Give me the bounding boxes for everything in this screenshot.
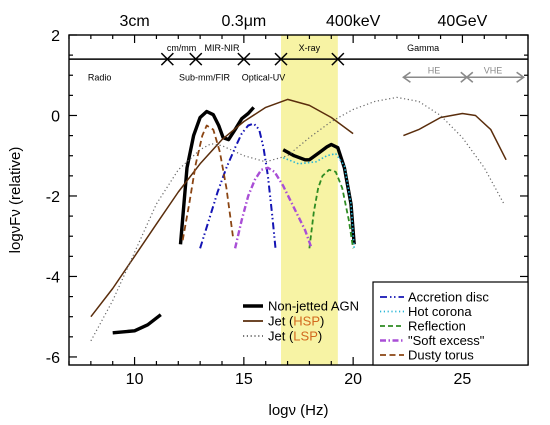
series-line-non-jetted-agn bbox=[178, 106, 255, 245]
svg-text:Dusty torus: Dusty torus bbox=[408, 348, 474, 363]
svg-text:Accretion disc: Accretion disc bbox=[408, 290, 489, 305]
legend-entry-dusty-torus: Dusty torus bbox=[380, 348, 474, 363]
top-axis-label-3cm: 3cm bbox=[119, 13, 149, 30]
series-line-reflection bbox=[308, 168, 354, 249]
x-tick-label: 15 bbox=[235, 371, 253, 388]
band-divider bbox=[274, 52, 288, 66]
legend-entry-soft-excess: "Soft excess" bbox=[380, 333, 485, 348]
y-tick-label: -4 bbox=[46, 269, 60, 286]
series-line-dusty-torus bbox=[181, 124, 234, 241]
y-axis-title: logνFν (relative) bbox=[7, 147, 24, 254]
series-layer bbox=[90, 96, 507, 342]
x-axis-title: logν (Hz) bbox=[268, 402, 328, 419]
band-label-sub-mm-fir: Sub-mm/FIR bbox=[179, 72, 231, 82]
x-tick-label: 10 bbox=[126, 371, 144, 388]
legend-entry-jet-hsp: Jet (HSP) bbox=[243, 314, 324, 329]
legend-entry-jet-lsp: Jet (LSP) bbox=[243, 329, 322, 344]
legend-right-box bbox=[372, 281, 529, 366]
series-line-hot-corona bbox=[282, 152, 355, 249]
y-tick-label: -6 bbox=[46, 350, 60, 367]
top-axis-label-400kev: 400keV bbox=[326, 13, 381, 30]
legend-entry-non-jetted-agn: Non-jetted AGN bbox=[243, 299, 359, 314]
series-line-non-jetted-agn bbox=[112, 313, 162, 335]
ticks-layer: 10 15 20 25 -6 -4 -2 0 2 3cm 0.3μm 400keV 40GeV bbox=[46, 13, 529, 388]
series-line-jet-hsp bbox=[403, 112, 507, 161]
svg-text:HE: HE bbox=[428, 65, 441, 75]
x-tick-label: 25 bbox=[454, 371, 472, 388]
gamma-range-he: HE bbox=[402, 65, 469, 83]
svg-text:Non-jetted AGN: Non-jetted AGN bbox=[268, 299, 359, 314]
legend-entry-reflection: Reflection bbox=[380, 319, 466, 334]
band-label-cm-mm: cm/mm bbox=[167, 43, 197, 53]
legend-entry-hot-corona: Hot corona bbox=[380, 304, 472, 319]
band-label-gamma: Gamma bbox=[407, 43, 439, 53]
top-axis-label-0-3-m: 0.3μm bbox=[221, 13, 266, 30]
gamma-range-vhe: VHE bbox=[465, 65, 526, 83]
band-label-mir-nir: MIR-NIR bbox=[205, 43, 240, 53]
svg-text:Hot corona: Hot corona bbox=[408, 304, 472, 319]
band-label-optical-uv: Optical-UV bbox=[242, 72, 286, 82]
band-divider bbox=[189, 52, 203, 66]
y-tick-label: 2 bbox=[51, 28, 60, 45]
band-divider bbox=[237, 52, 251, 66]
svg-text:Jet (LSP): Jet (LSP) bbox=[268, 329, 322, 344]
legend-entry-accretion-disc: Accretion disc bbox=[380, 290, 489, 305]
svg-text:"Soft excess": "Soft excess" bbox=[408, 333, 485, 348]
y-tick-label: 0 bbox=[51, 108, 60, 125]
series-line-non-jetted-agn bbox=[282, 142, 356, 245]
y-tick-label: -2 bbox=[46, 189, 60, 206]
series-line-jet-hsp bbox=[90, 98, 354, 318]
top-axis-label-40gev: 40GeV bbox=[438, 13, 488, 30]
bands-layer: Radio cm/mm Sub-mm/FIR MIR-NIR Optical-UV X-r… bbox=[69, 43, 528, 83]
series-line-accretion-disc bbox=[199, 122, 277, 249]
band-label-x-ray: X-ray bbox=[299, 43, 321, 53]
svg-text:Jet (HSP): Jet (HSP) bbox=[268, 314, 324, 329]
band-divider bbox=[160, 52, 174, 66]
svg-text:Reflection: Reflection bbox=[408, 319, 466, 334]
svg-text:VHE: VHE bbox=[484, 65, 503, 75]
plot-frame bbox=[68, 34, 529, 366]
band-label-radio: Radio bbox=[88, 72, 112, 82]
band-divider bbox=[331, 52, 345, 66]
series-line-soft-excess bbox=[233, 166, 313, 249]
x-tick-label: 20 bbox=[344, 371, 362, 388]
